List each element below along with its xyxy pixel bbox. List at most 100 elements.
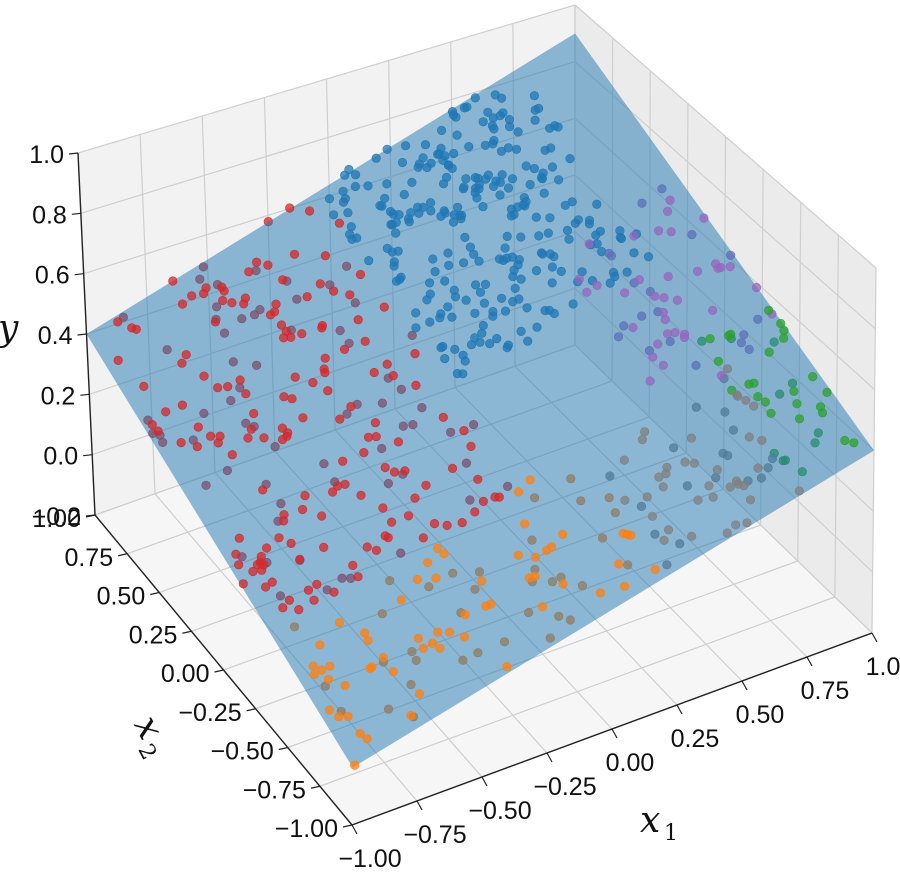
scatter-point: [565, 154, 575, 164]
scatter-point: [708, 492, 718, 502]
scatter-point: [513, 550, 523, 560]
y-tick: [278, 746, 288, 751]
scatter-point: [447, 106, 458, 117]
scatter-point: [443, 160, 454, 170]
x-tick: [871, 632, 878, 643]
scatter-point: [753, 392, 763, 402]
scatter-point: [382, 179, 392, 189]
scatter-point: [343, 711, 353, 722]
scatter-point: [672, 295, 683, 305]
scatter-point: [733, 391, 743, 401]
scatter-point: [570, 218, 580, 228]
scatter-point: [355, 728, 365, 739]
scatter-point: [308, 661, 318, 671]
scatter-point: [647, 511, 658, 521]
scatter-point: [323, 386, 333, 396]
scatter-point: [547, 278, 557, 288]
scatter-point: [284, 595, 295, 605]
scatter-point: [274, 533, 284, 543]
scatter-point: [329, 587, 339, 597]
grid-line: [77, 4, 576, 154]
scatter-point: [443, 248, 453, 258]
x-tick-label: 0.00: [606, 749, 655, 777]
scatter-point: [466, 340, 477, 350]
scatter-point: [427, 638, 438, 649]
scatter-point: [637, 435, 648, 445]
scatter-point: [654, 472, 664, 482]
scatter-point: [531, 212, 541, 222]
scatter-point: [401, 141, 411, 151]
y-tick: [150, 591, 160, 596]
scatter-point: [238, 579, 248, 589]
scatter-point: [545, 123, 555, 133]
x-axis-label-main: x: [640, 800, 660, 841]
scatter-point: [530, 115, 540, 125]
x-tick: [481, 776, 488, 787]
scatter-point: [444, 260, 454, 271]
scatter-point: [705, 334, 715, 344]
scatter-point: [537, 249, 548, 259]
scatter-point: [438, 412, 448, 422]
scatter-point: [608, 267, 619, 278]
scatter-point: [350, 760, 360, 770]
scatter-point: [113, 355, 123, 366]
scatter-point: [461, 295, 471, 305]
z-tick-label: 0.8: [32, 201, 67, 229]
scatter-point: [393, 437, 404, 447]
scatter-point: [439, 179, 449, 189]
scatter-points-front: [113, 93, 859, 770]
scatter-point: [410, 349, 420, 359]
scatter-point: [470, 507, 480, 517]
scatter-point: [741, 395, 751, 405]
scatter-point: [699, 213, 709, 223]
scatter-point: [497, 170, 507, 180]
scatter-point: [445, 627, 455, 637]
scatter-point: [521, 197, 531, 207]
scatter-point: [297, 329, 307, 339]
scatter-point: [340, 680, 350, 691]
y-tick: [342, 824, 353, 828]
scatter-point: [488, 113, 498, 123]
scatter-point: [334, 712, 344, 722]
scatter-point: [243, 433, 253, 443]
scatter-point: [389, 257, 399, 267]
scatter-point: [369, 367, 379, 378]
y-tick-label: 0.50: [97, 583, 146, 611]
scatter-point: [620, 495, 630, 505]
scatter-point: [421, 480, 431, 490]
scatter-point: [584, 219, 595, 229]
scatter-point: [716, 371, 727, 381]
scatter-point: [319, 542, 329, 553]
scatter-point: [489, 181, 499, 191]
scatter-point: [502, 661, 512, 672]
scatter-point: [498, 255, 509, 266]
scatter-point: [849, 438, 859, 448]
scatter-point: [628, 322, 638, 333]
scatter-point: [362, 734, 372, 744]
tick-labels: −1.00−0.75−0.50−0.250.000.250.500.751.00…: [29, 141, 900, 873]
scatter-point: [459, 426, 469, 436]
scatter-point: [360, 628, 370, 638]
scatter-point: [231, 549, 241, 559]
scatter-point: [300, 491, 310, 501]
y-tick-label: 0.25: [129, 621, 178, 649]
scatter-point: [439, 548, 449, 559]
scatter-point: [481, 601, 491, 611]
x-tick-label: −0.75: [403, 821, 466, 849]
scatter-point: [562, 225, 573, 235]
scatter-point: [387, 517, 397, 527]
scatter-point: [413, 202, 423, 212]
scatter-point: [653, 339, 663, 349]
scatter-point: [263, 260, 273, 270]
scatter-point: [127, 323, 137, 333]
scatter-point: [659, 535, 669, 545]
x-axis-label: x 1: [640, 800, 678, 846]
scatter-point: [388, 666, 398, 677]
y-axis-label: x 2: [126, 709, 172, 764]
scatter-point: [450, 344, 460, 355]
z-tick-label: 1.0: [29, 141, 64, 169]
scatter-point: [447, 463, 458, 474]
scatter-point: [503, 340, 513, 350]
x-tick: [416, 800, 423, 811]
y-tick-label: −0.25: [178, 699, 241, 727]
